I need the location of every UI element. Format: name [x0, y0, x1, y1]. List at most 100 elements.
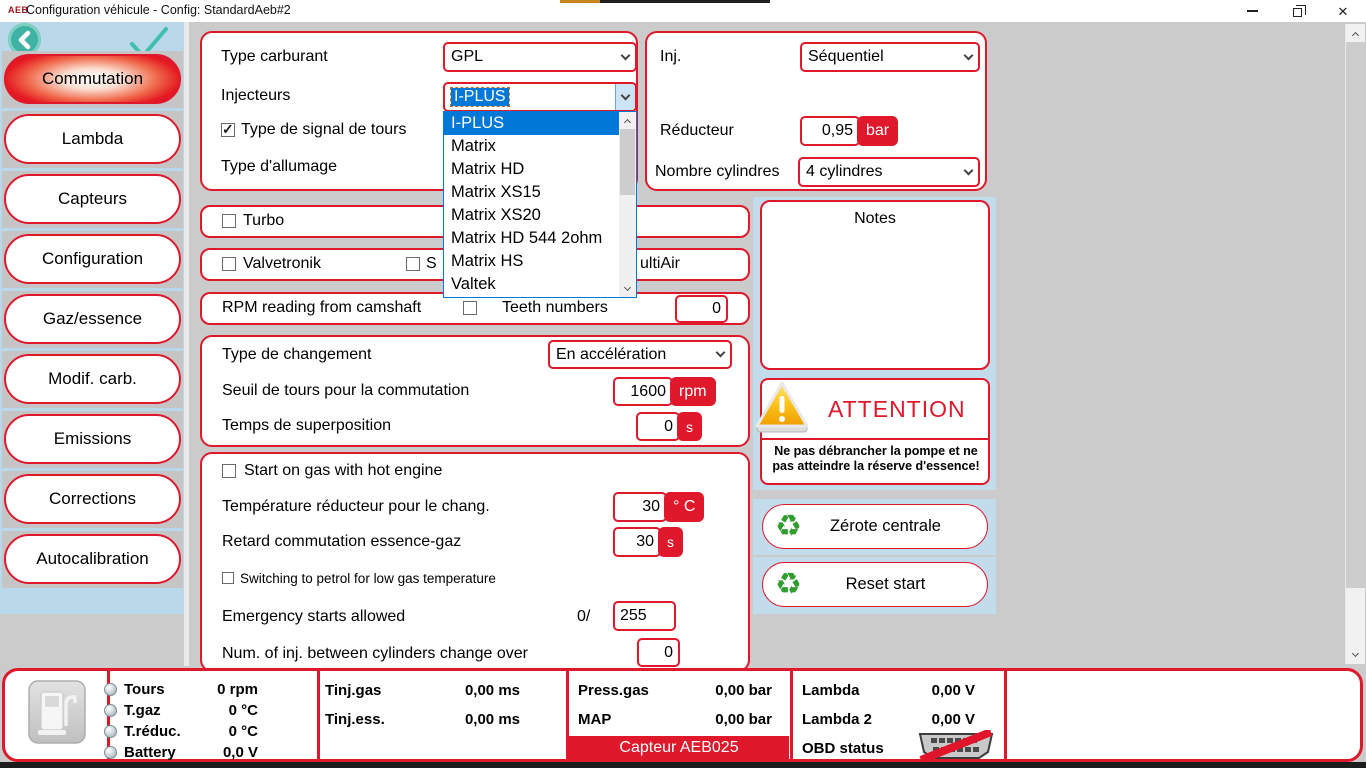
scrollbar-thumb[interactable] — [620, 129, 635, 195]
status-value: 0,00 V — [931, 711, 975, 728]
signal-tours-checkbox[interactable] — [221, 121, 235, 138]
capteur-banner: Capteur AEB025 — [569, 736, 789, 760]
sidebar-strip: Configuration — [2, 231, 183, 288]
scroll-up-icon[interactable] — [1346, 24, 1365, 42]
temp-reducteur-input[interactable]: 30 — [613, 492, 667, 522]
retard-field: 30 s — [613, 527, 683, 557]
led-indicator — [104, 683, 117, 696]
scroll-up-icon[interactable] — [619, 112, 636, 128]
chevron-down-icon[interactable] — [615, 84, 635, 110]
sidebar-strip: Corrections — [2, 471, 183, 528]
status-label: T.réduc. — [124, 723, 181, 740]
dropdown-option[interactable]: Matrix HD 544 2ohm — [451, 229, 603, 247]
minimize-icon — [1246, 10, 1258, 12]
fuel-pump-icon — [28, 680, 86, 744]
sidebar-item-emissions[interactable]: Emissions — [4, 414, 181, 464]
retard-label: Retard commutation essence-gaz — [222, 533, 462, 550]
top-edge-artifact-orange — [560, 0, 600, 3]
switching-low-temp-checkbox[interactable] — [222, 572, 234, 584]
status-value: 0,00 ms — [464, 711, 520, 728]
changement-select[interactable]: En accélération — [548, 340, 732, 369]
retard-input[interactable]: 30 — [613, 527, 661, 557]
title-bar: AEB Configuration véhicule - Config: Sta… — [0, 0, 1366, 22]
chevron-down-icon[interactable] — [958, 159, 978, 185]
sidebar-item-gaz-essence[interactable]: Gaz/essence — [4, 294, 181, 344]
minimize-button[interactable] — [1229, 0, 1275, 22]
obd-status-label: OBD status — [802, 740, 884, 757]
hot-engine-checkbox[interactable] — [222, 464, 236, 478]
status-label: T.gaz — [124, 702, 161, 719]
chevron-down-icon[interactable] — [615, 44, 635, 70]
sidebar-item-lambda[interactable]: Lambda — [4, 114, 181, 164]
reducteur-unit: bar — [857, 116, 899, 146]
dropdown-option[interactable]: Matrix XS15 — [451, 183, 541, 201]
dropdown-option[interactable]: Matrix XS20 — [451, 206, 541, 224]
turbo-checkbox[interactable] — [222, 214, 236, 228]
dropdown-option[interactable]: Valtek — [451, 275, 496, 293]
superposition-unit: s — [677, 412, 702, 441]
hidden-option-checkbox[interactable] — [406, 257, 420, 271]
app-icon: AEB — [8, 5, 29, 15]
status-divider — [317, 671, 320, 759]
dropdown-option[interactable]: Matrix — [451, 137, 496, 155]
sidebar-item-corrections[interactable]: Corrections — [4, 474, 181, 524]
sidebar-item-capteurs[interactable]: Capteurs — [4, 174, 181, 224]
superposition-input[interactable]: 0 — [636, 412, 680, 441]
status-value: 0,00 bar — [715, 682, 772, 699]
temp-reducteur-unit: ° C — [664, 492, 705, 522]
sidebar-strip: Emissions — [2, 411, 183, 468]
notes-panel[interactable]: Notes — [760, 200, 990, 370]
teeth-numbers-input[interactable]: 0 — [675, 295, 728, 323]
dropdown-scrollbar[interactable] — [619, 112, 636, 297]
chevron-down-icon[interactable] — [958, 44, 978, 70]
hot-engine-label: Start on gas with hot engine — [244, 462, 443, 479]
scroll-down-icon[interactable] — [1346, 646, 1365, 664]
sidebar-item-modif-carb[interactable]: Modif. carb. — [4, 354, 181, 404]
temp-reducteur-label: Température réducteur pour le chang. — [222, 498, 490, 515]
status-label: Tinj.ess. — [325, 711, 385, 728]
seuil-input[interactable]: 1600 — [613, 377, 673, 406]
superposition-field: 0 s — [636, 412, 702, 441]
reset-start-button[interactable]: ♻ Reset start — [762, 562, 988, 607]
valvetronik-checkbox[interactable] — [222, 257, 236, 271]
signal-tours-label: Type de signal de tours — [241, 121, 407, 138]
scrollbar-thumb[interactable] — [1346, 588, 1365, 646]
status-label: Press.gas — [578, 682, 649, 699]
chevron-down-icon[interactable] — [710, 342, 730, 367]
sidebar-item-configuration[interactable]: Configuration — [4, 234, 181, 284]
vertical-scrollbar[interactable] — [1345, 24, 1365, 664]
injectors-select[interactable]: I-PLUS — [443, 82, 637, 112]
dropdown-option[interactable]: I-PLUS — [444, 112, 636, 135]
status-divider — [790, 671, 793, 759]
sidebar-strip: Capteurs — [2, 171, 183, 228]
num-inj-input[interactable]: 0 — [637, 638, 680, 667]
switching-low-temp-label: Switching to petrol for low gas temperat… — [240, 571, 496, 586]
led-indicator — [104, 704, 117, 717]
sidebar-strip: Modif. carb. — [2, 351, 183, 408]
seuil-label: Seuil de tours pour la commutation — [222, 382, 470, 399]
cylinders-select[interactable]: 4 cylindres — [798, 157, 980, 187]
close-button[interactable]: ✕ — [1320, 0, 1366, 22]
rpm-camshaft-checkbox[interactable] — [463, 301, 477, 315]
reducteur-input[interactable]: 0,95 — [800, 116, 860, 146]
led-indicator — [104, 746, 117, 759]
dropdown-option[interactable]: Matrix HD — [451, 160, 525, 178]
restore-button[interactable] — [1274, 0, 1320, 22]
sidebar-item-autocalibration[interactable]: Autocalibration — [4, 534, 181, 584]
inj-select[interactable]: Séquentiel — [800, 42, 980, 72]
valvetronik-label: Valvetronik — [243, 255, 321, 272]
zero-central-button[interactable]: ♻ Zérote centrale — [762, 504, 988, 549]
sidebar-item-commutation[interactable]: Commutation — [4, 54, 181, 104]
allumage-label: Type d'allumage — [221, 158, 338, 175]
emergency-field: 255 — [613, 601, 676, 631]
scroll-down-icon[interactable] — [619, 281, 636, 297]
dropdown-option[interactable]: Matrix HS — [451, 252, 524, 270]
fuel-type-select[interactable]: GPL — [443, 42, 637, 72]
status-value: 0,0 V — [222, 744, 258, 761]
warning-icon — [755, 381, 809, 433]
reducteur-label: Réducteur — [660, 122, 734, 139]
back-button[interactable] — [8, 23, 41, 56]
num-inj-field: 0 — [637, 638, 680, 667]
emergency-input[interactable]: 255 — [613, 601, 676, 631]
status-value: 0,00 bar — [715, 711, 772, 728]
